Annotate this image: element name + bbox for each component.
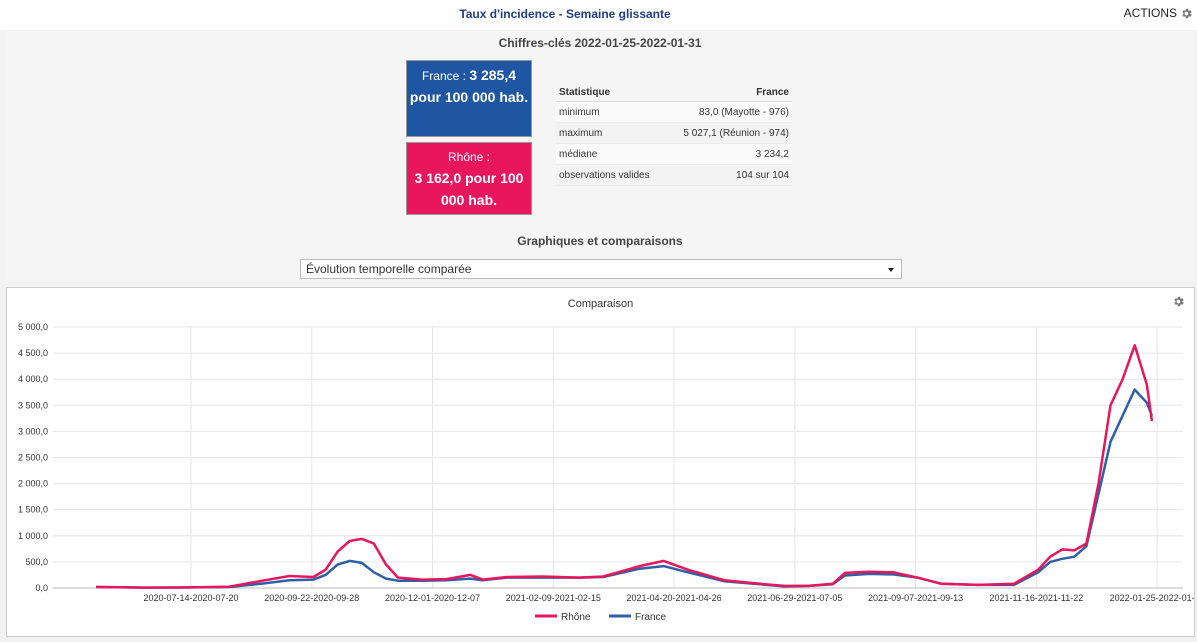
table-row: observations valides 104 sur 104 <box>556 164 792 186</box>
x-tick-label: 2020-09-22-2020-09-28 <box>264 593 359 603</box>
chevron-down-icon <box>888 268 894 272</box>
actions-menu-button[interactable]: ACTIONS <box>1124 6 1193 20</box>
graphs-title: Graphiques et comparaisons <box>517 234 683 248</box>
france-label: France : <box>421 69 470 83</box>
graph-type-selected: Évolution temporelle comparée <box>306 262 472 276</box>
actions-label: ACTIONS <box>1123 6 1177 20</box>
rhone-card: Rhône : 3 162,0 pour 100 000 hab. <box>406 142 532 215</box>
rhone-label: Rhône : <box>447 150 491 164</box>
legend-label: Rhône <box>561 612 591 623</box>
table-cell: 104 sur 104 <box>665 164 792 186</box>
line-chart: 0,0 500,0 1 000,0 1 500,0 2 000,0 2 500,0 3 00… <box>18 322 1194 623</box>
france-card: France : 3 285,4 pour 100 000 hab. <box>406 60 532 137</box>
x-tick-label: 2021-11-16-2021-11-22 <box>989 593 1083 603</box>
table-cell: 83,0 (Mayotte - 976) <box>665 101 792 123</box>
y-tick-label: 4 500,0 <box>18 348 48 358</box>
key-figures-panel: Chiffres-clés 2022-01-25-2022-01-31 Fran… <box>5 31 1195 281</box>
top-bar: Taux d'incidence - Semaine glissante ACT… <box>0 0 1197 30</box>
table-cell: 3 234,2 <box>665 143 792 165</box>
table-cell: minimum <box>556 101 666 123</box>
table-cell: maximum <box>556 122 666 144</box>
graph-type-select[interactable]: Évolution temporelle comparée <box>300 259 902 279</box>
france-value: 3 285,4 <box>469 67 517 83</box>
y-tick-label: 2 000,0 <box>18 479 48 489</box>
x-tick-label: 2022-01-25-2022-01-31 <box>1110 593 1194 603</box>
gear-icon <box>1182 8 1192 18</box>
table-header: France <box>665 84 792 102</box>
chart-settings-gear-icon[interactable] <box>1172 295 1185 308</box>
table-cell: observations valides <box>556 164 666 186</box>
y-tick-label: 3 000,0 <box>18 426 48 436</box>
legend-label: France <box>635 612 667 623</box>
x-tick-label: 2020-12-01-2020-12-07 <box>385 593 480 603</box>
y-tick-label: 1 000,0 <box>18 531 48 541</box>
y-tick-label: 4 000,0 <box>18 374 48 384</box>
y-tick-label: 0,0 <box>35 583 48 593</box>
x-tick-label: 2020-07-14-2020-07-20 <box>143 593 238 603</box>
chart-container: Comparaison 0,0 500,0 1 000,0 1 500,0 2 000,… <box>6 287 1195 637</box>
y-tick-label: 3 500,0 <box>18 400 48 410</box>
x-tick-label: 2021-06-29-2021-07-05 <box>747 593 842 603</box>
table-header: Statistique <box>556 84 666 102</box>
x-tick-label: 2021-09-07-2021-09-13 <box>868 593 963 603</box>
table-row: maximum 5 027,1 (Réunion - 974) <box>556 122 792 144</box>
key-figures-title: Chiffres-clés 2022-01-25-2022-01-31 <box>498 36 702 50</box>
y-tick-label: 500,0 <box>25 557 48 567</box>
table-row: médiane 3 234,2 <box>556 143 792 165</box>
table-row: minimum 83,0 (Mayotte - 976) <box>556 101 792 123</box>
y-tick-label: 2 500,0 <box>18 453 48 463</box>
statistics-table: Statistique France minimum 83,0 (Mayotte… <box>556 84 792 186</box>
y-tick-label: 5 000,0 <box>18 322 48 332</box>
table-cell: 5 027,1 (Réunion - 974) <box>665 122 792 144</box>
chart-title: Comparaison <box>567 298 634 310</box>
series-line-rhône <box>96 344 1154 589</box>
france-unit: pour 100 000 hab. <box>409 89 529 105</box>
x-tick-label: 2021-04-20-2021-04-26 <box>627 593 722 603</box>
series-line-france <box>96 388 1154 589</box>
page-title: Taux d'incidence - Semaine glissante <box>459 7 671 21</box>
rhone-value: 3 162,0 pour 100 000 hab. <box>414 170 524 208</box>
x-tick-label: 2021-02-09-2021-02-15 <box>506 593 601 603</box>
table-cell: médiane <box>556 143 666 165</box>
y-tick-label: 1 500,0 <box>18 505 48 515</box>
